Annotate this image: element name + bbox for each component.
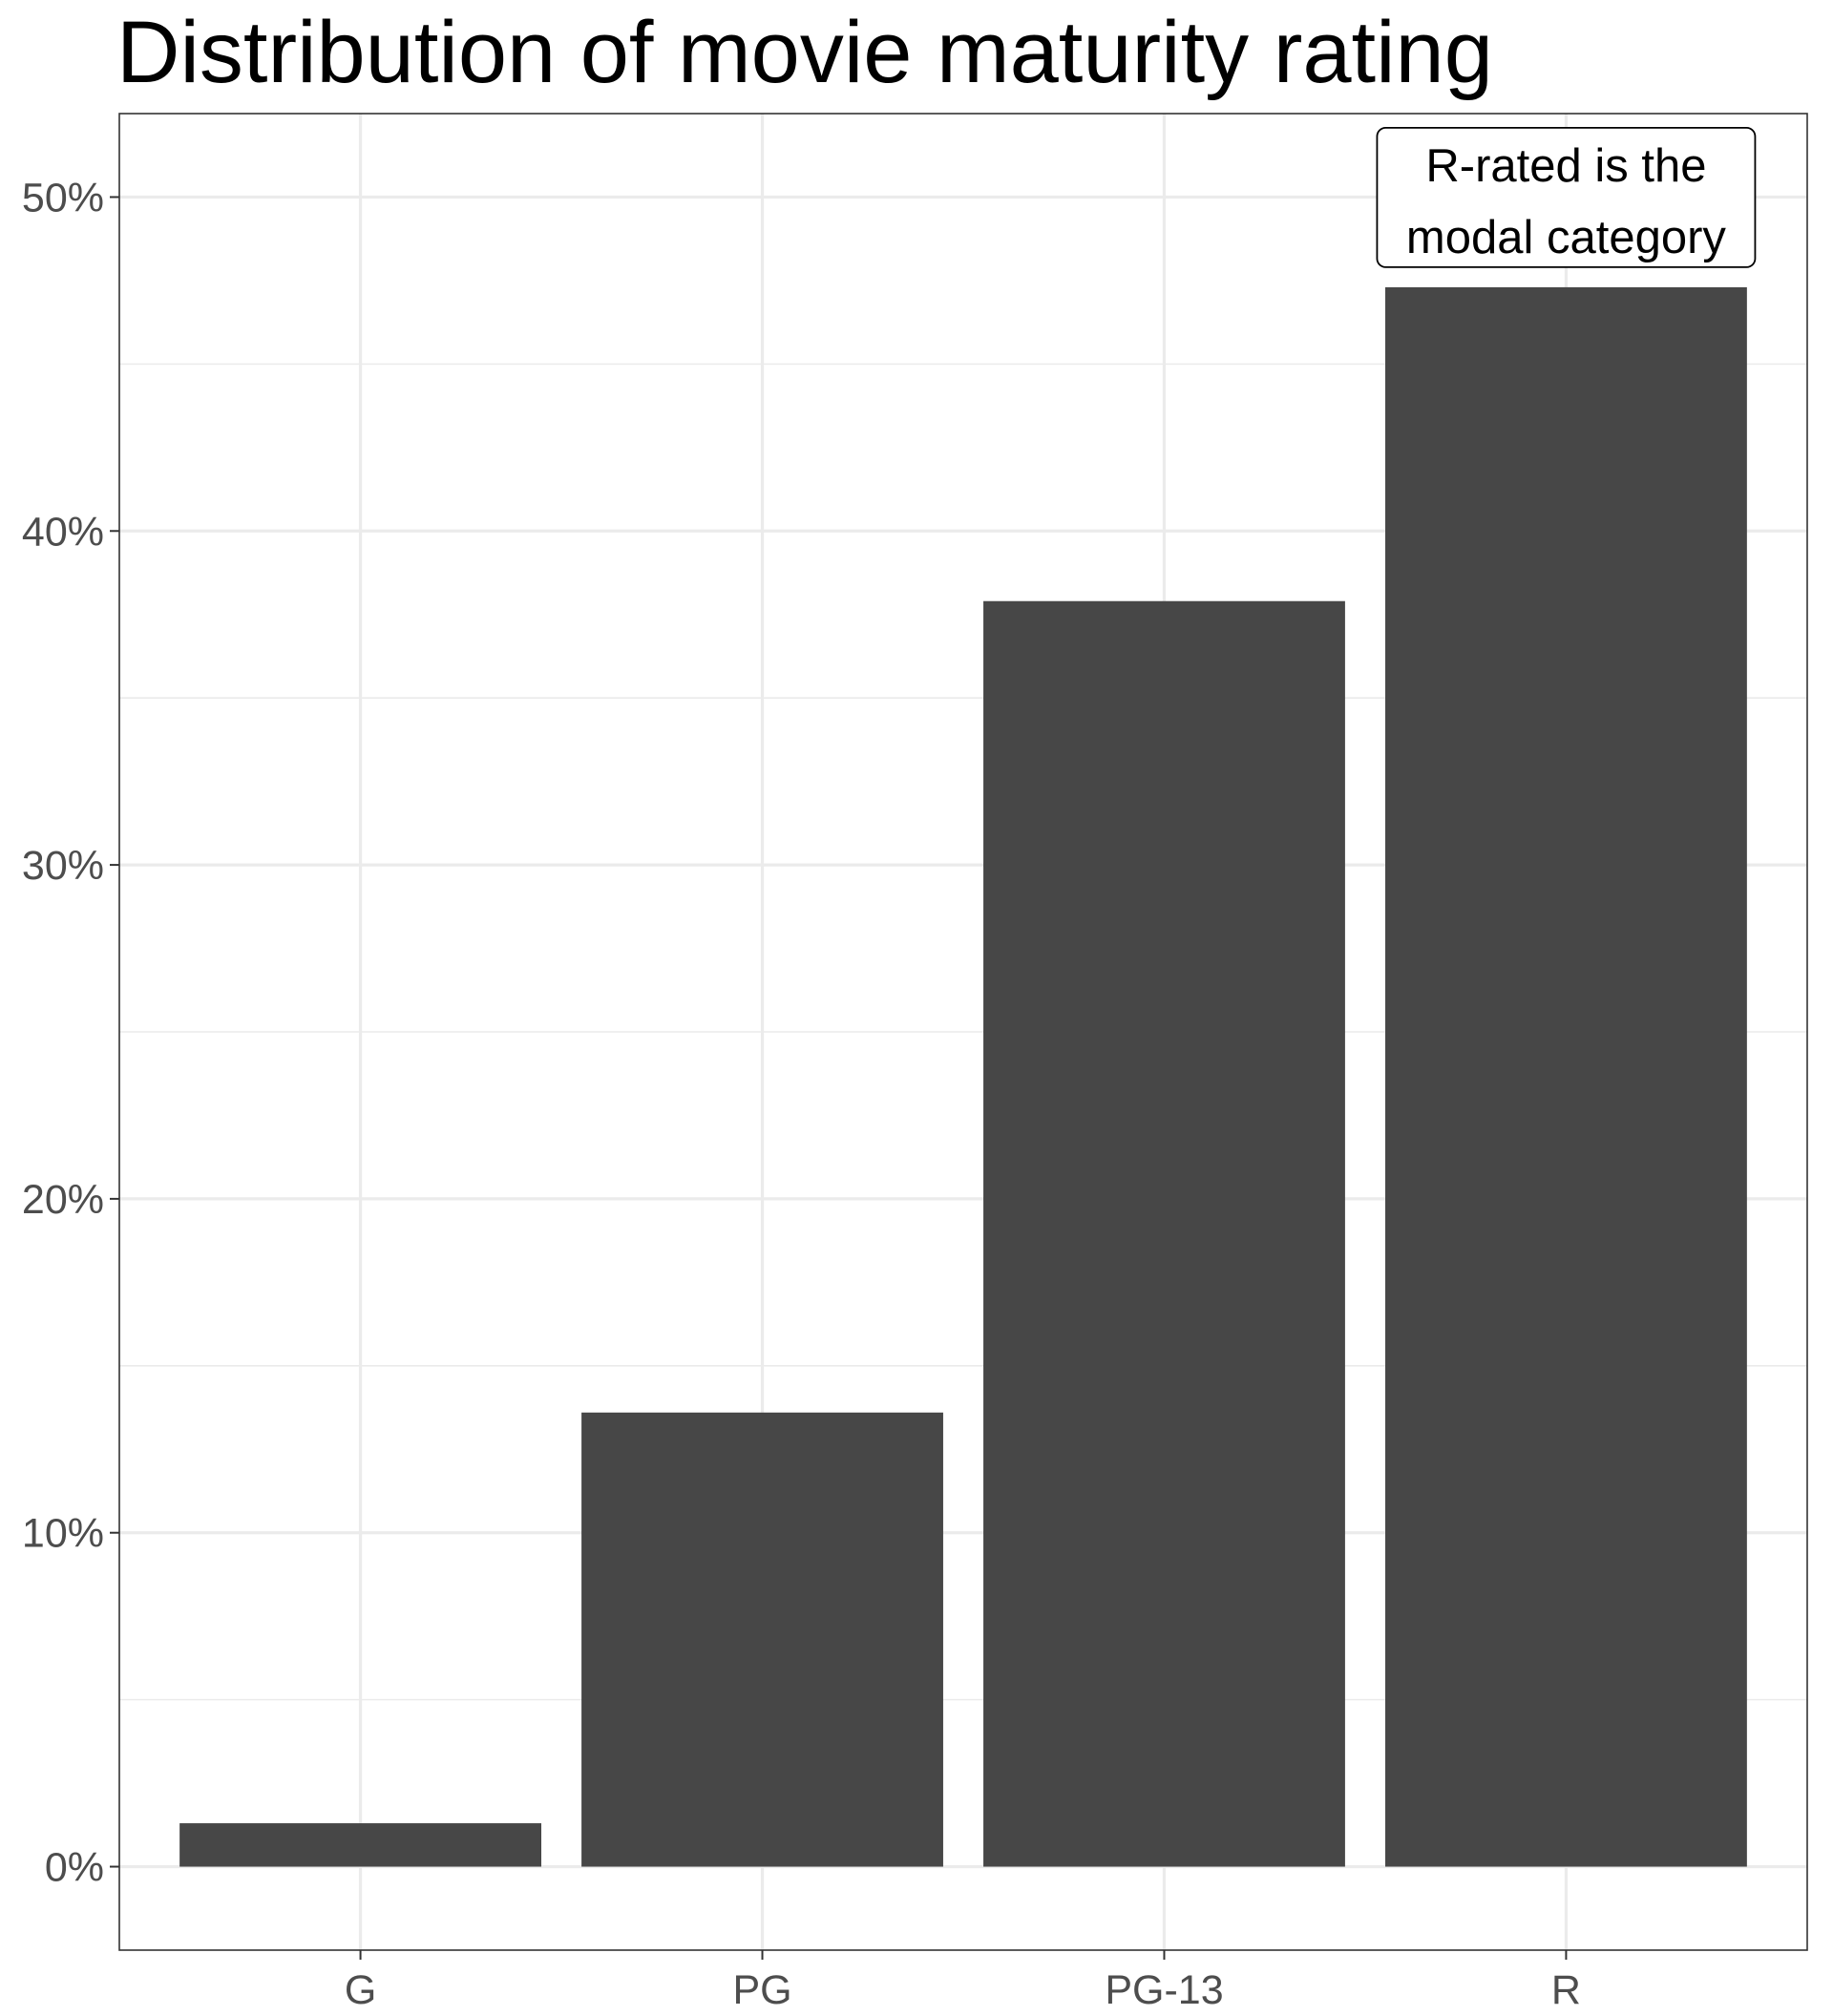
bar-g bbox=[179, 1823, 541, 1867]
x-tick-label: PG-13 bbox=[1105, 1967, 1223, 2013]
y-tick-label: 10% bbox=[22, 1511, 104, 1557]
annotation-label: R-rated is the modal category bbox=[1376, 127, 1757, 268]
bar-pg-13 bbox=[983, 600, 1345, 1867]
annotation-line-2: modal category bbox=[1406, 212, 1727, 263]
x-tick-label: R bbox=[1551, 1967, 1581, 2013]
y-axis: 0% 10% 20% 30% 40% 50% bbox=[22, 175, 119, 1891]
y-tick-label: 30% bbox=[22, 843, 104, 889]
y-tick-label: 0% bbox=[45, 1845, 104, 1891]
x-axis: G PG PG-13 R bbox=[345, 1950, 1581, 2013]
x-tick-label: PG bbox=[732, 1967, 791, 2013]
y-tick-label: 20% bbox=[22, 1177, 104, 1223]
y-tick-label: 50% bbox=[22, 175, 104, 220]
bar-pg bbox=[581, 1412, 943, 1867]
chart-title: Distribution of movie maturity rating bbox=[116, 4, 1493, 101]
annotation-line-1: R-rated is the bbox=[1425, 140, 1706, 192]
x-tick-label: G bbox=[345, 1967, 376, 2013]
bars-group bbox=[179, 286, 1747, 1867]
annotation-box bbox=[1376, 127, 1757, 268]
plot-panel-border bbox=[118, 113, 1808, 1951]
bar-r bbox=[1385, 286, 1747, 1867]
y-tick-label: 40% bbox=[22, 509, 104, 555]
